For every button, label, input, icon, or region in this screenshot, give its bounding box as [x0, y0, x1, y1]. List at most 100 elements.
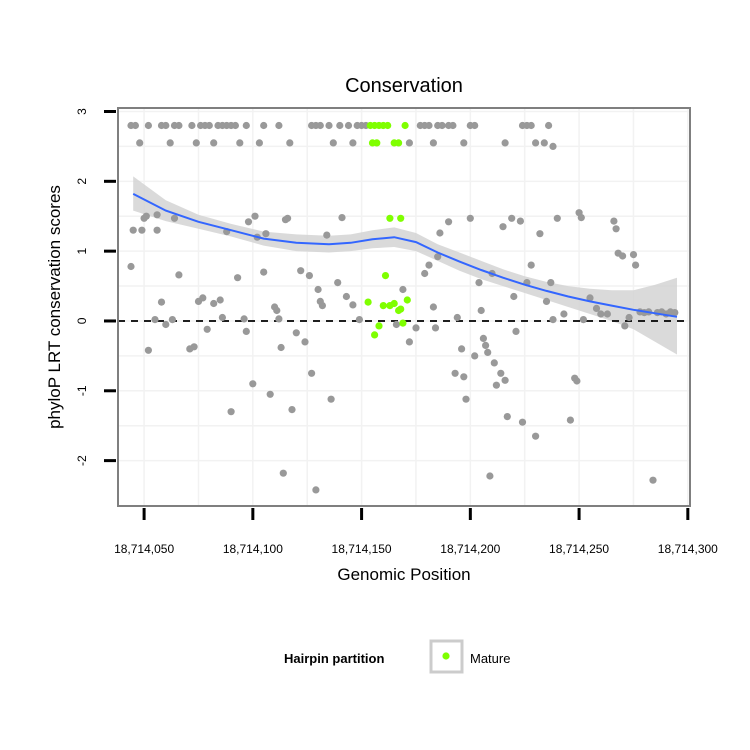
point-other — [162, 121, 170, 130]
point-other — [540, 139, 548, 147]
point-other — [405, 338, 413, 346]
point-other — [477, 306, 485, 315]
point-other — [434, 253, 442, 261]
point-other — [216, 296, 224, 304]
point-other — [532, 432, 540, 440]
point-other — [242, 327, 250, 335]
point-other — [466, 214, 474, 222]
point-other — [603, 310, 612, 318]
x-tick-label: 18,714,050 — [114, 542, 174, 556]
point-other — [610, 217, 618, 225]
point-mature — [364, 298, 372, 306]
point-other — [127, 262, 135, 271]
x-axis-label: Genomic Position — [337, 565, 470, 584]
point-other — [621, 322, 629, 330]
point-other — [170, 214, 179, 222]
point-other — [573, 377, 581, 385]
point-other — [553, 214, 561, 222]
point-other — [166, 139, 174, 147]
point-other — [218, 313, 226, 322]
point-other — [318, 302, 326, 310]
point-other — [612, 225, 620, 233]
point-other — [475, 279, 483, 287]
point-other — [629, 251, 638, 259]
point-other — [566, 416, 575, 424]
point-other — [512, 327, 520, 335]
y-tick-label: 1 — [75, 247, 89, 254]
point-other — [157, 298, 166, 306]
point-other — [325, 121, 333, 130]
point-other — [453, 313, 461, 322]
point-other — [210, 139, 218, 147]
point-mature — [373, 139, 381, 147]
point-mature — [401, 121, 409, 130]
point-other — [323, 231, 331, 239]
point-other — [425, 121, 433, 130]
data-points — [127, 121, 679, 494]
y-axis-label: phyloP LRT conservation scores — [45, 185, 64, 429]
point-other — [508, 214, 516, 222]
point-mature — [371, 331, 379, 339]
point-other — [451, 369, 459, 377]
smooth-line — [132, 193, 678, 318]
point-mature — [397, 214, 405, 222]
point-other — [231, 121, 239, 130]
point-other — [205, 121, 213, 130]
point-other — [484, 348, 492, 356]
panel-border — [117, 107, 691, 507]
point-mature — [384, 121, 392, 130]
point-other — [188, 121, 196, 130]
point-other — [536, 230, 544, 238]
point-other — [249, 380, 257, 388]
point-other — [632, 261, 640, 269]
point-other — [162, 320, 170, 329]
point-mature — [375, 322, 383, 330]
point-other — [336, 121, 344, 130]
y-axis: 3 2 1 0 -1 -2 — [75, 108, 116, 466]
point-other — [342, 292, 350, 301]
point-other — [260, 121, 268, 130]
point-other — [490, 359, 498, 367]
point-other — [438, 121, 446, 130]
point-other — [527, 261, 535, 269]
point-other — [429, 139, 437, 147]
point-other — [292, 329, 300, 337]
point-other — [560, 310, 568, 318]
point-other — [458, 345, 466, 353]
point-other — [429, 303, 437, 311]
y-tick-label: 0 — [75, 317, 89, 324]
legend: Hairpin partition Mature — [284, 639, 510, 674]
point-other — [436, 229, 444, 237]
point-mature — [386, 214, 394, 222]
point-other — [501, 139, 509, 147]
point-other — [199, 294, 207, 302]
x-tick-label: 18,714,300 — [658, 542, 718, 556]
smooth-line-layer — [132, 193, 678, 318]
point-other — [579, 316, 588, 324]
point-other — [131, 121, 139, 130]
point-other — [497, 369, 505, 377]
point-other — [316, 121, 324, 130]
point-other — [431, 324, 440, 332]
point-other — [334, 279, 342, 287]
point-other — [153, 211, 161, 219]
point-other — [234, 274, 242, 282]
point-other — [501, 376, 509, 384]
point-other — [129, 226, 137, 234]
point-other — [151, 316, 159, 324]
point-other — [255, 139, 263, 147]
point-other — [462, 395, 470, 403]
point-other — [649, 476, 657, 484]
point-other — [425, 261, 433, 269]
point-other — [479, 334, 487, 342]
point-other — [136, 139, 144, 147]
x-tick-label: 18,714,100 — [223, 542, 283, 556]
point-other — [168, 316, 176, 324]
point-mature — [381, 272, 390, 280]
point-other — [190, 343, 198, 351]
point-other — [314, 285, 322, 294]
point-other — [577, 214, 585, 222]
point-other — [308, 369, 316, 377]
point-other — [279, 469, 287, 477]
